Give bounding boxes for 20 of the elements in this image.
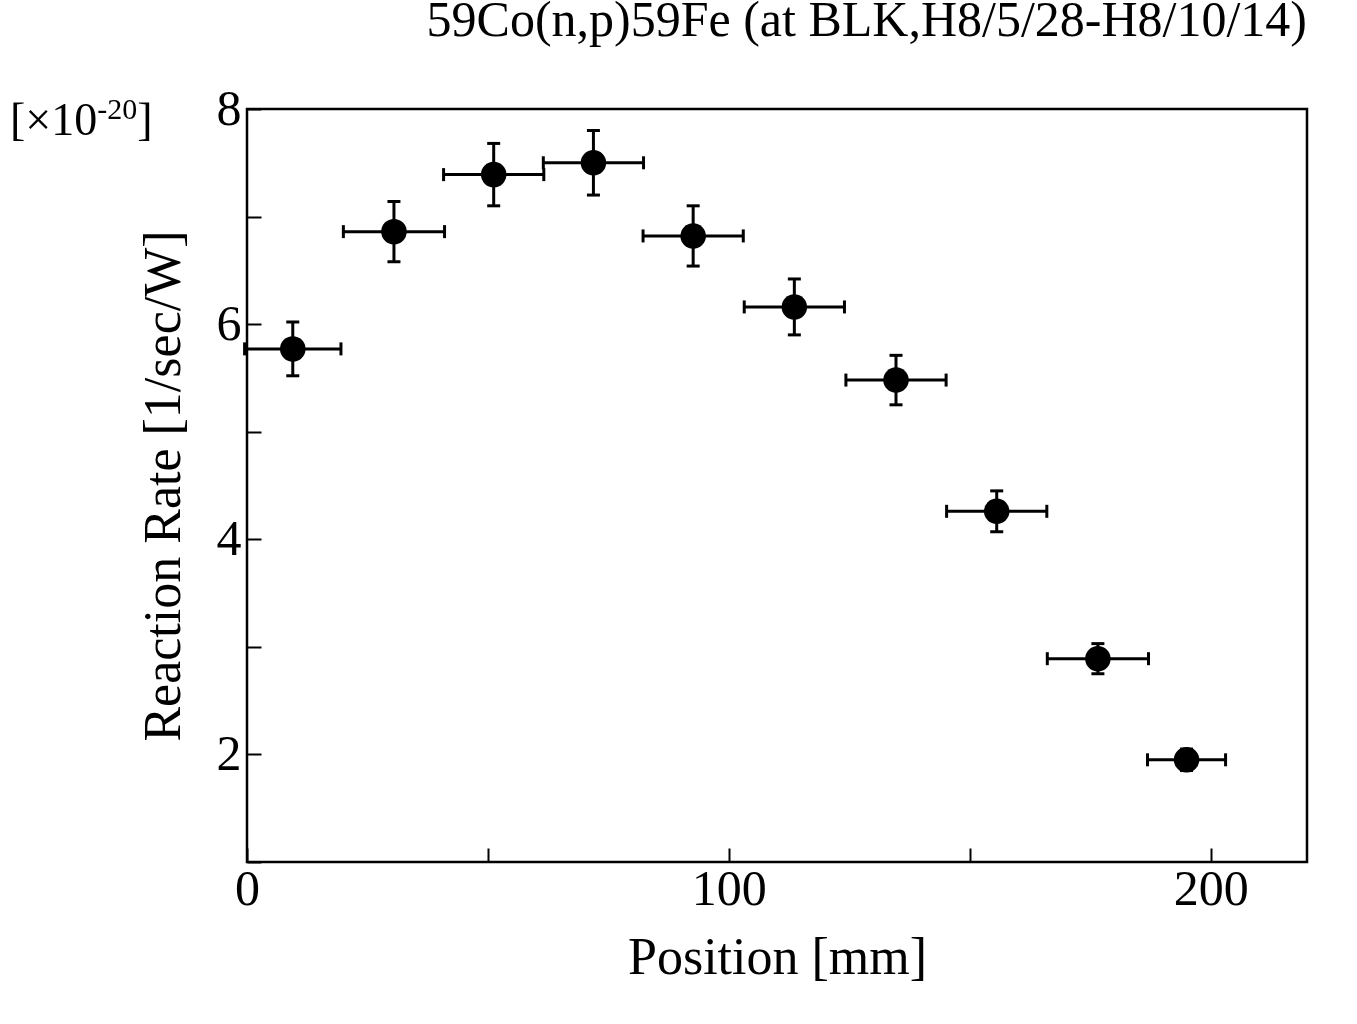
point (381, 218, 407, 245)
x-tick-label: 200 (1173, 859, 1249, 916)
x-axis-title: Position [mm] (627, 927, 928, 985)
y-axis-title: Reaction Rate [1/sec/W] (133, 230, 191, 742)
point (480, 161, 507, 188)
chart-title: 59Co(n,p)59Fe (at BLK,H8/5/28-H8/10/14) (426, 0, 1307, 47)
y-tick-label: 8 (216, 79, 242, 136)
point (680, 223, 706, 249)
x-tick-label: 0 (235, 859, 260, 916)
point (580, 150, 607, 176)
point (781, 294, 808, 320)
point (883, 367, 909, 393)
text: [×10$^{-20}$] (10, 92, 153, 147)
y-tick-label: 2 (216, 724, 242, 781)
y-tick-label: 4 (216, 509, 242, 566)
x-tick-label: 100 (691, 859, 767, 916)
point (983, 498, 1010, 525)
point (280, 336, 306, 362)
point (1085, 645, 1111, 672)
y-tick-label: 6 (216, 294, 242, 351)
